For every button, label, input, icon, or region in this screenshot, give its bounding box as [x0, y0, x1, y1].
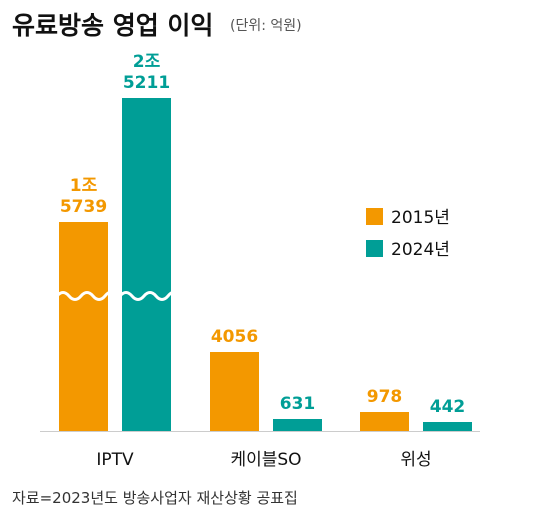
axis-break-mark-0-0	[55, 291, 113, 301]
source-note: 자료=2023년도 방송사업자 재산상황 공표집	[12, 489, 298, 507]
bar-2015-2	[360, 412, 409, 431]
bar-2024-2	[423, 422, 472, 431]
data-label-2-0: 978	[367, 387, 403, 407]
data-label-2-1: 442	[430, 397, 466, 417]
legend-label-0: 2015년	[391, 208, 450, 228]
data-label-1-1: 631	[280, 394, 316, 414]
bar-2015-0	[59, 222, 108, 431]
legend-label-1: 2024년	[391, 240, 450, 260]
bar-2024-0	[122, 98, 171, 431]
legend-swatch-0	[366, 208, 383, 225]
bar-2024-1	[273, 419, 322, 431]
category-label-1: 케이블SO	[230, 450, 301, 470]
data-label-0-0: 1조 5739	[60, 176, 107, 217]
data-label-0-1: 2조 5211	[123, 52, 170, 93]
data-label-1-0: 4056	[211, 327, 258, 347]
chart-title: 유료방송 영업 이익	[12, 11, 214, 40]
category-label-2: 위성	[400, 450, 431, 470]
category-label-0: IPTV	[96, 450, 134, 470]
axis-break-mark-0-1	[118, 291, 176, 301]
unit-note: (단위: 억원)	[230, 18, 302, 34]
legend-swatch-1	[366, 240, 383, 257]
bar-2015-1	[210, 352, 259, 431]
